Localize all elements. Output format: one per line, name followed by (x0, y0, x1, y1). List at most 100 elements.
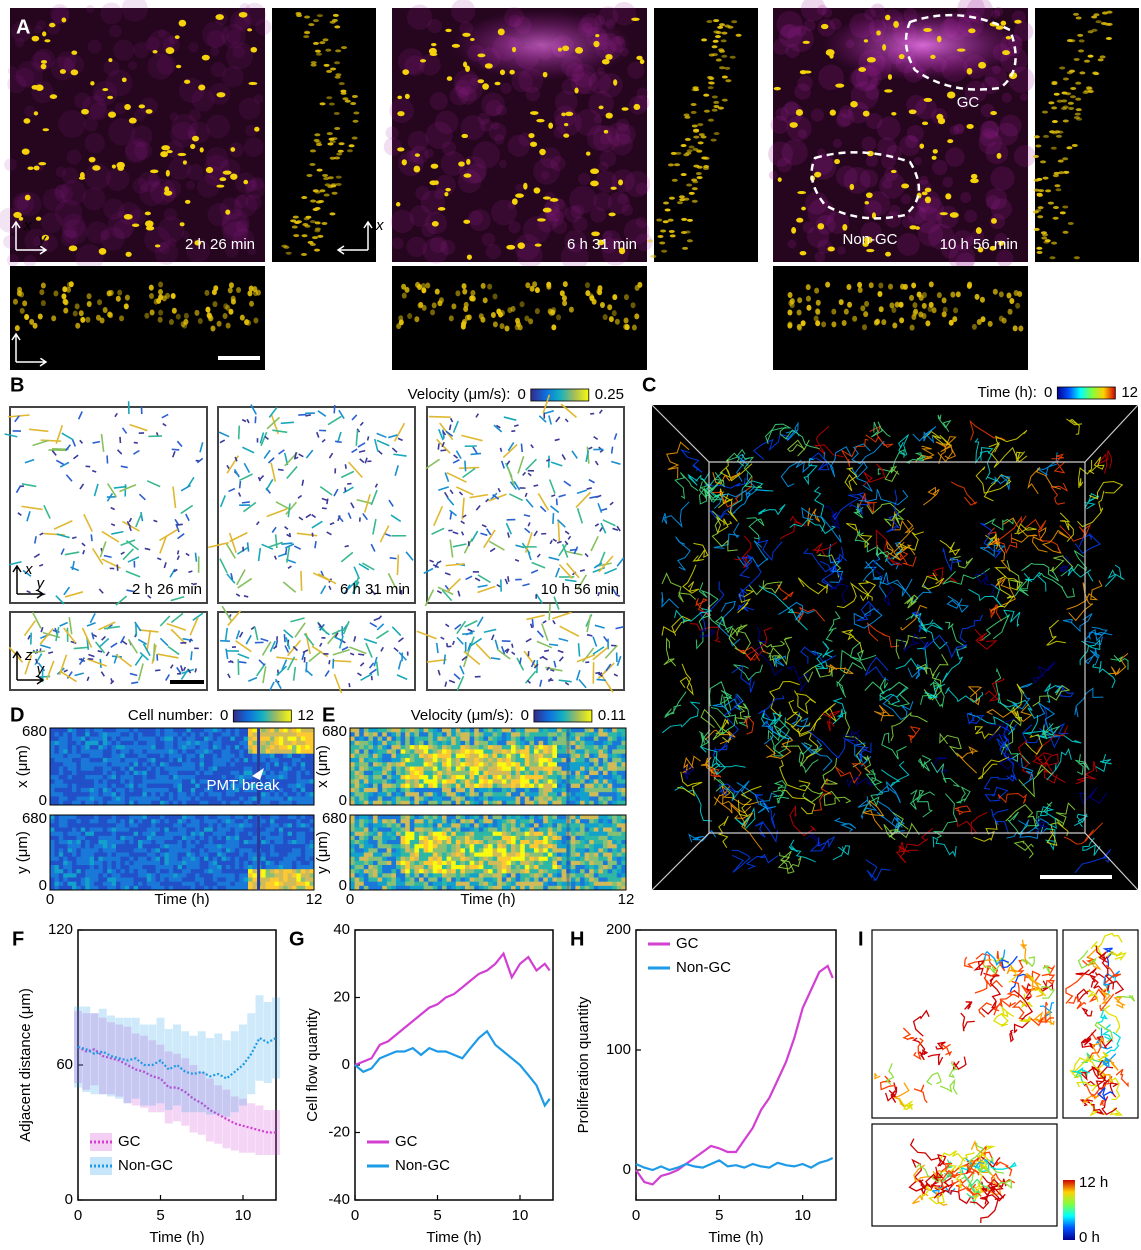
heatmap-cell (169, 844, 174, 849)
heatmap-cell (68, 754, 73, 759)
heatmap-cell (213, 865, 218, 870)
heatmap-cell (125, 832, 130, 837)
heatmap-cell (50, 737, 55, 742)
heatmap-cell (63, 840, 68, 845)
cell (310, 149, 316, 152)
heatmap-cell (125, 741, 130, 746)
heatmap-cell (200, 767, 205, 772)
cell (1035, 144, 1041, 147)
heatmap-cell (160, 857, 165, 862)
heatmap-cell (112, 737, 117, 742)
cell (600, 302, 605, 308)
cell (698, 141, 704, 144)
heatmap-cell (81, 775, 86, 780)
heatmap-cell (160, 836, 165, 841)
cell (402, 159, 407, 165)
heatmap-cell (368, 754, 373, 759)
heatmap-cell (54, 779, 59, 784)
colorbar-min: 0 (517, 386, 525, 403)
heatmap-cell (164, 775, 169, 780)
heatmap-cell (138, 728, 143, 733)
cell (548, 123, 553, 129)
heatmap-cell (169, 771, 174, 776)
heatmap-cell (195, 762, 200, 767)
heatmap-cell (164, 784, 169, 789)
heatmap-cell (191, 796, 196, 801)
heatmap-cell (288, 796, 293, 801)
heatmap-cell (364, 754, 369, 759)
heatmap-cell (59, 792, 64, 797)
heatmap-cell (239, 815, 244, 820)
heatmap-cell (94, 779, 99, 784)
heatmap-cell (125, 857, 130, 862)
heatmap-cell (248, 815, 253, 820)
cell (831, 321, 836, 327)
velocity-arrow (358, 654, 364, 655)
heatmap-cell (350, 758, 355, 763)
cell (252, 286, 257, 292)
background-signal (458, 170, 481, 193)
heatmap-cell (164, 771, 169, 776)
heatmap-cell (178, 775, 183, 780)
heatmap-cell (252, 749, 257, 754)
heatmap-cell (68, 741, 73, 746)
cell (402, 69, 409, 75)
cell (352, 137, 358, 140)
heatmap-cell (147, 823, 152, 828)
cell (75, 303, 80, 309)
heatmap-cell (296, 836, 301, 841)
heatmap-cell (76, 749, 81, 754)
heatmap-cell (244, 836, 249, 841)
heatmap-cell (147, 779, 152, 784)
heatmap-cell (301, 865, 306, 870)
heatmap-cell (81, 865, 86, 870)
heatmap-cell (230, 749, 235, 754)
heatmap-cell (368, 771, 373, 776)
heatmap-cell (85, 796, 90, 801)
heatmap-cell (235, 869, 240, 874)
heatmap-cell (120, 861, 125, 866)
heatmap-cell (72, 819, 77, 824)
heatmap-cell (355, 737, 360, 742)
heatmap-cell (292, 775, 297, 780)
heatmap-cell (151, 882, 156, 887)
cell (860, 305, 865, 311)
cell (301, 253, 307, 256)
cell (158, 289, 163, 295)
heatmap-cell (186, 767, 191, 772)
cell (595, 34, 599, 37)
heatmap-cell (301, 844, 306, 849)
heatmap-cell (270, 853, 275, 858)
heatmap-cell (120, 762, 125, 767)
cell (918, 312, 923, 318)
cell (42, 31, 46, 36)
heatmap-cell (292, 737, 297, 742)
heatmap-cell (85, 749, 90, 754)
heatmap-cell (147, 788, 152, 793)
heatmap-cell (230, 836, 235, 841)
cell (465, 65, 470, 72)
heatmap-cell (296, 732, 301, 737)
heatmap-cell (147, 775, 152, 780)
heatmap-cell (350, 784, 355, 789)
cell (108, 58, 112, 62)
heatmap-cell (85, 848, 90, 853)
cell (1092, 72, 1098, 75)
cell (925, 320, 930, 326)
cell (878, 283, 883, 289)
heatmap-cell (292, 758, 297, 763)
heatmap-cell (156, 788, 161, 793)
heatmap-cell (208, 819, 213, 824)
background-signal (62, 167, 79, 184)
heatmap-cell (103, 836, 108, 841)
heatmap-cell (129, 819, 134, 824)
heatmap-cell (305, 873, 310, 878)
heatmap-cell (261, 749, 266, 754)
heatmap-cell (182, 767, 187, 772)
heatmap-cell (359, 741, 364, 746)
heatmap-cell (164, 792, 169, 797)
heatmap-cell (125, 844, 130, 849)
cell (310, 200, 316, 203)
cell (574, 87, 578, 93)
background-signal (526, 87, 541, 102)
